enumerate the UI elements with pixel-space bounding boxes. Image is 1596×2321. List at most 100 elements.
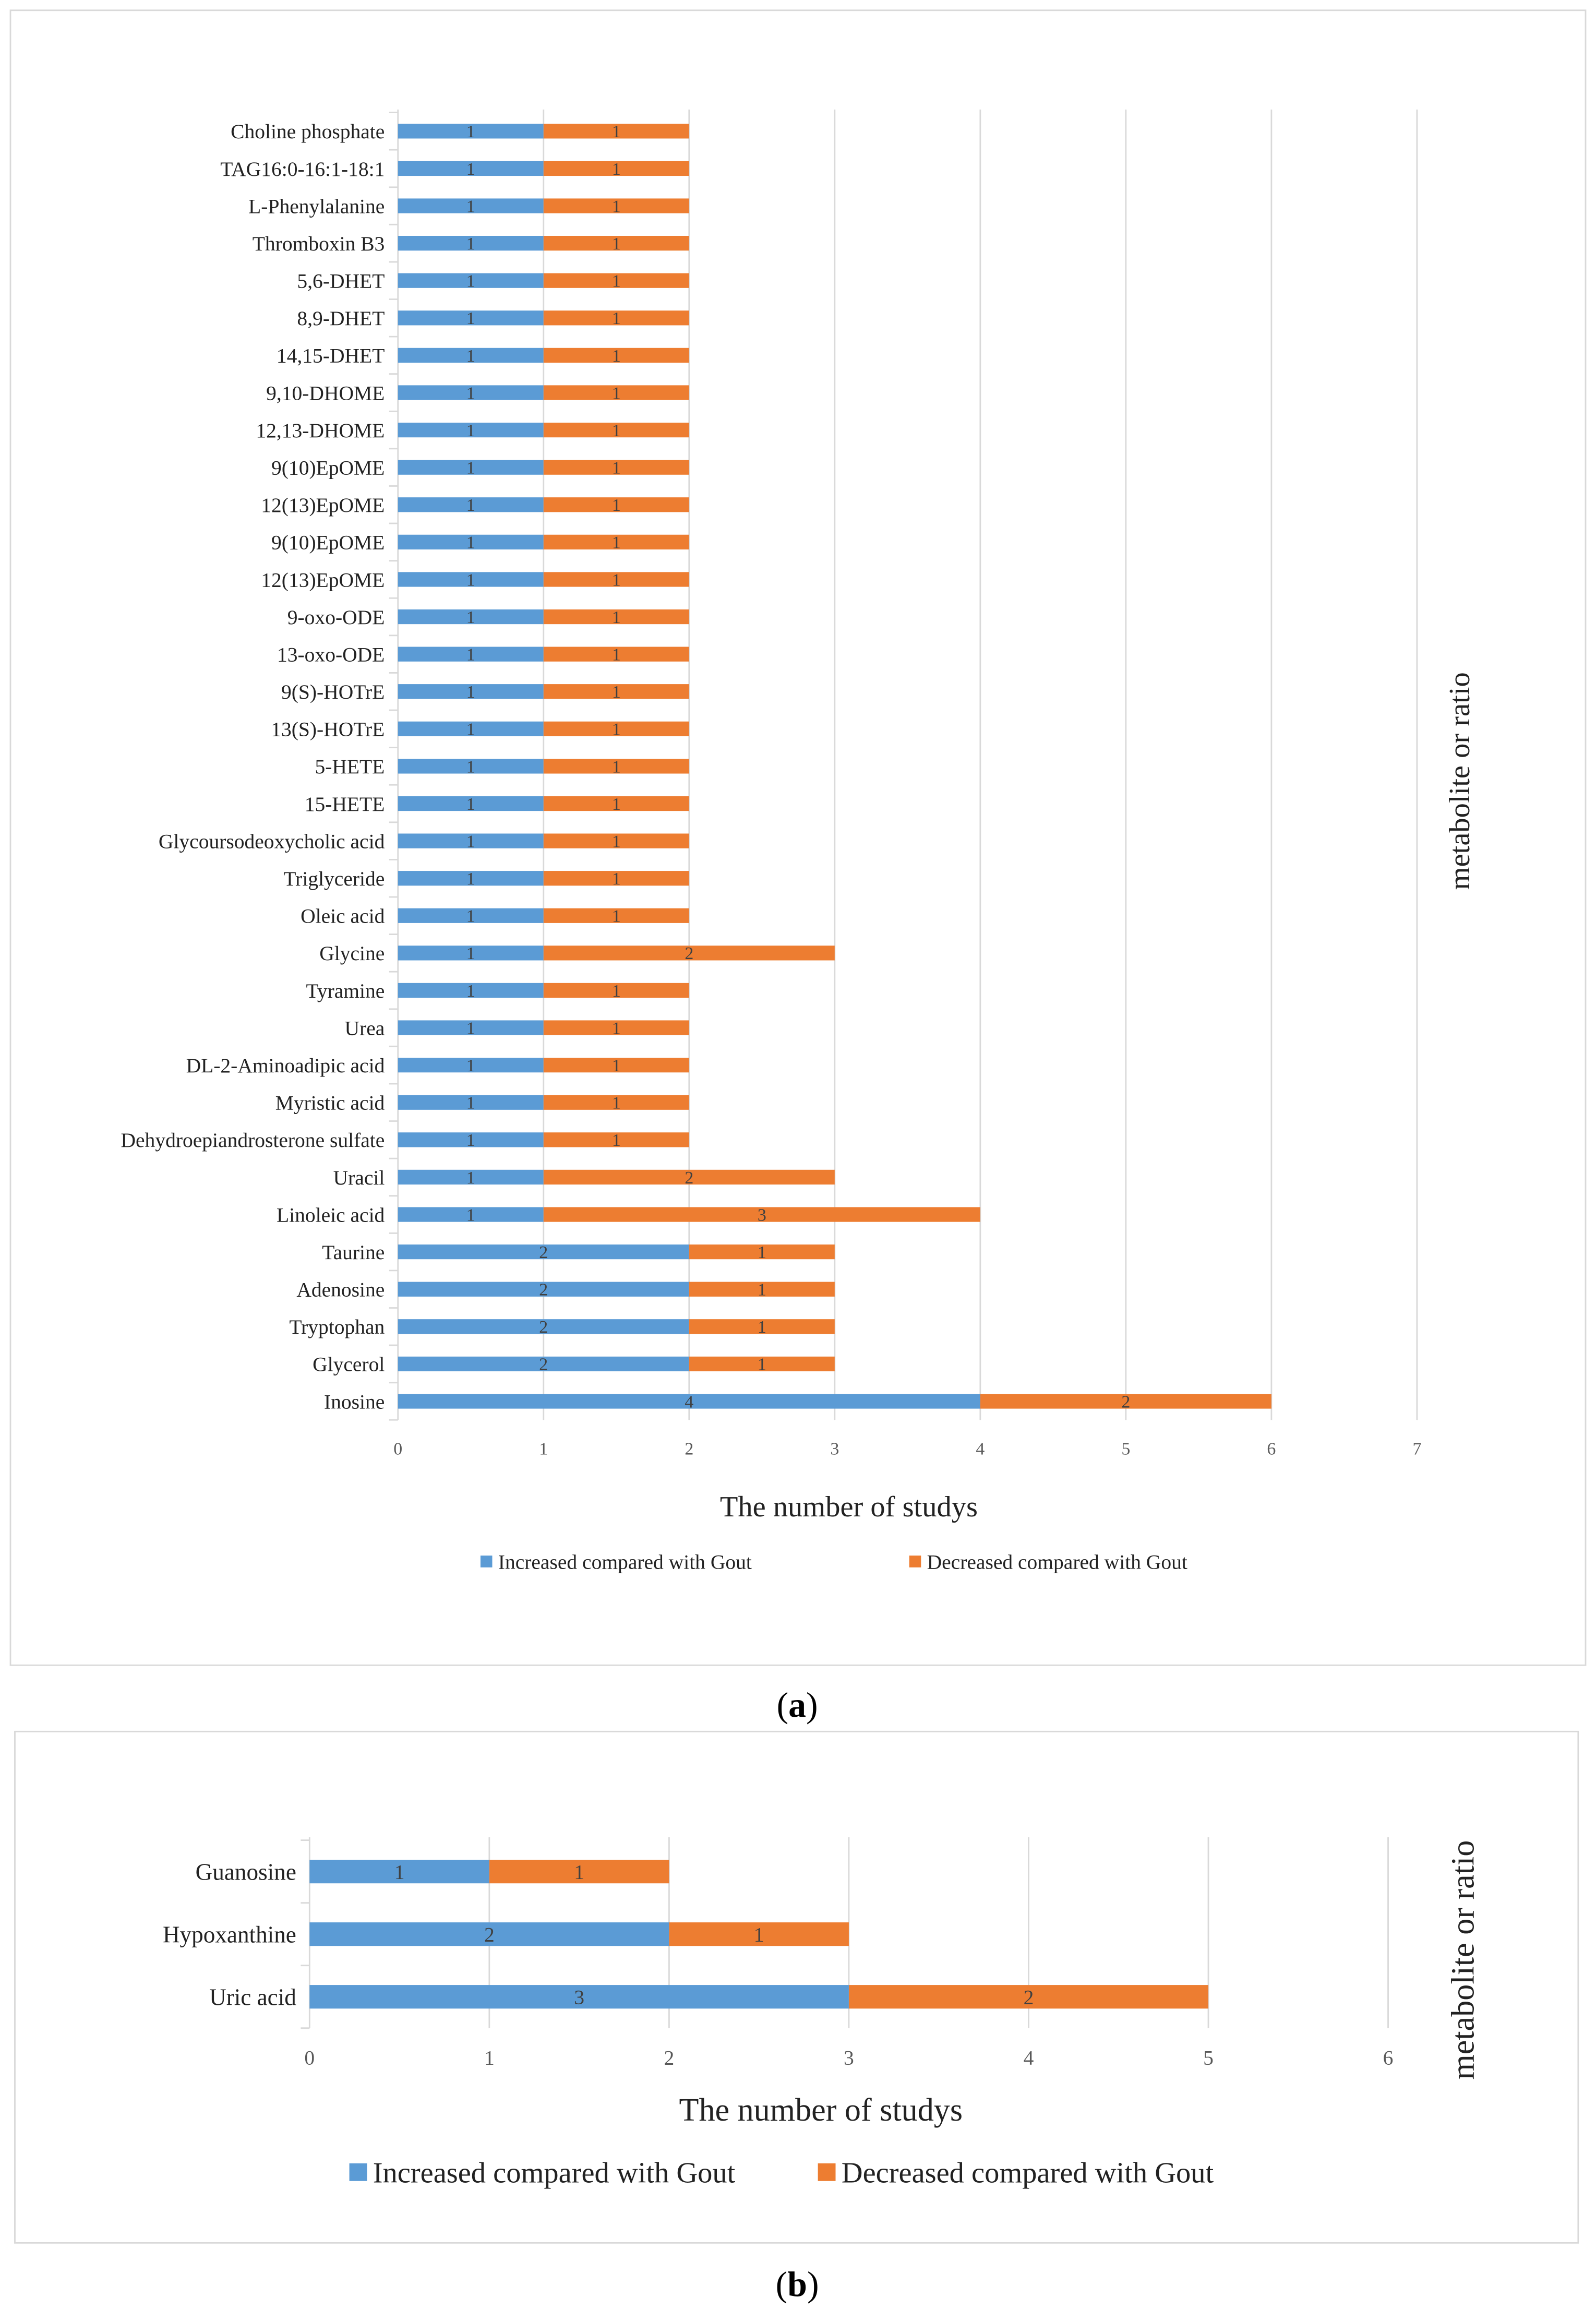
data-label: 1 [612, 683, 621, 702]
bar-decreased [669, 1922, 849, 1946]
data-label: 2 [539, 1318, 548, 1337]
bar-decreased [543, 422, 689, 438]
bar-increased [398, 684, 544, 699]
bar-increased [398, 871, 544, 886]
bar-increased [398, 1169, 544, 1185]
bar-increased [398, 497, 544, 512]
bar-decreased [689, 1244, 835, 1260]
bar-increased [398, 198, 544, 213]
bar-increased [398, 1244, 689, 1260]
data-label: 1 [466, 309, 475, 328]
bar-decreased [543, 871, 689, 886]
data-label: 1 [612, 645, 621, 664]
category-label: 8,9-DHET [297, 307, 385, 330]
data-label: 1 [466, 795, 475, 814]
bar-increased [398, 609, 544, 625]
data-label: 1 [466, 944, 475, 963]
data-label: 1 [466, 1205, 475, 1225]
x-tick-label: 4 [976, 1439, 985, 1458]
category-label: Tyramine [306, 979, 385, 1002]
bar-decreased [848, 1985, 1209, 2009]
data-label: 1 [612, 346, 621, 366]
data-label: 1 [758, 1355, 766, 1374]
category-label: Adenosine [296, 1278, 385, 1301]
data-label: 1 [612, 869, 621, 889]
bar-decreased [543, 1095, 689, 1110]
bar-decreased [543, 908, 689, 923]
data-label: 1 [466, 496, 475, 515]
panel-a-border [9, 9, 1587, 1666]
category-label: 13(S)-HOTrE [271, 718, 385, 741]
x-tick-label: 2 [664, 2047, 675, 2069]
category-label: L-Phenylalanine [248, 195, 385, 218]
bar-decreased [543, 385, 689, 400]
data-label: 2 [685, 1168, 693, 1188]
bar-increased [398, 310, 544, 326]
bar-decreased [543, 647, 689, 662]
category-label: Thromboxin B3 [253, 232, 385, 255]
bar-decreased [543, 236, 689, 251]
data-label: 1 [612, 1131, 621, 1150]
x-tick-label: 3 [844, 2047, 854, 2069]
bar-increased [398, 1319, 689, 1334]
category-label: Oleic acid [301, 905, 385, 928]
bar-increased [398, 161, 544, 176]
bar-increased [398, 385, 544, 400]
bar-decreased [543, 572, 689, 587]
data-label: 1 [466, 1168, 475, 1188]
data-label: 1 [612, 122, 621, 141]
data-label: 2 [1024, 1986, 1034, 2009]
x-tick-label: 1 [484, 2047, 495, 2069]
bar-increased [398, 1095, 544, 1110]
data-label: 1 [612, 160, 621, 179]
data-label: 1 [466, 384, 475, 403]
x-axis-title: The number of studys [679, 2092, 963, 2128]
data-label: 1 [612, 197, 621, 216]
data-label: 1 [466, 982, 475, 1001]
category-label: Uric acid [209, 1984, 296, 2011]
chart-b: 0 1 2 3 4 5 6 Guanosine 1 1 Hypoxanthine 2 1 Uric aci… [163, 1837, 1481, 2190]
bar-increased [309, 1922, 669, 1946]
bar-increased [309, 1985, 849, 2009]
data-label: 1 [612, 384, 621, 403]
data-label: 1 [466, 421, 475, 440]
bar-decreased [689, 1356, 835, 1371]
data-label: 1 [612, 421, 621, 440]
category-label: 5-HETE [315, 755, 385, 778]
legend-swatch-increased [480, 1556, 493, 1568]
category-label: Dehydroepiandrosterone sulfate [121, 1129, 385, 1152]
category-label: 13-oxo-ODE [277, 643, 385, 666]
chart-a: 0 1 2 3 4 5 6 7 Choline phosphate 1 1 TAG16:0-16:1-… [121, 109, 1476, 1573]
category-label: 14,15-DHET [277, 344, 385, 367]
data-label: 1 [466, 1131, 475, 1150]
category-label: Myristic acid [275, 1092, 385, 1115]
data-label: 2 [1121, 1392, 1130, 1411]
panel-label-a: (a) [777, 1685, 818, 1725]
legend-swatch-decreased [909, 1556, 921, 1568]
data-label: 1 [612, 907, 621, 926]
data-label: 1 [466, 1019, 475, 1038]
data-label: 2 [539, 1243, 548, 1262]
bar-increased [398, 534, 544, 549]
category-label: Inosine [324, 1390, 385, 1413]
data-label: 1 [466, 272, 475, 291]
bar-increased [398, 273, 544, 288]
data-label: 1 [394, 1860, 405, 1883]
bar-increased [398, 1356, 689, 1371]
bar-increased [398, 124, 544, 139]
bar-increased [398, 236, 544, 251]
data-label: 1 [758, 1281, 766, 1300]
data-label: 2 [539, 1355, 548, 1374]
category-label: 9-oxo-ODE [287, 606, 385, 629]
bar-increased [398, 946, 544, 961]
x-tick-label: 0 [393, 1439, 402, 1458]
data-label: 1 [466, 832, 475, 851]
bar-decreased [543, 1020, 689, 1035]
data-label: 1 [612, 608, 621, 627]
data-label: 1 [466, 197, 475, 216]
data-label: 1 [612, 533, 621, 553]
x-tick-label: 5 [1121, 1439, 1130, 1458]
bar-decreased [543, 833, 689, 848]
bar-decreased [543, 273, 689, 288]
category-label: Linoleic acid [277, 1203, 385, 1226]
